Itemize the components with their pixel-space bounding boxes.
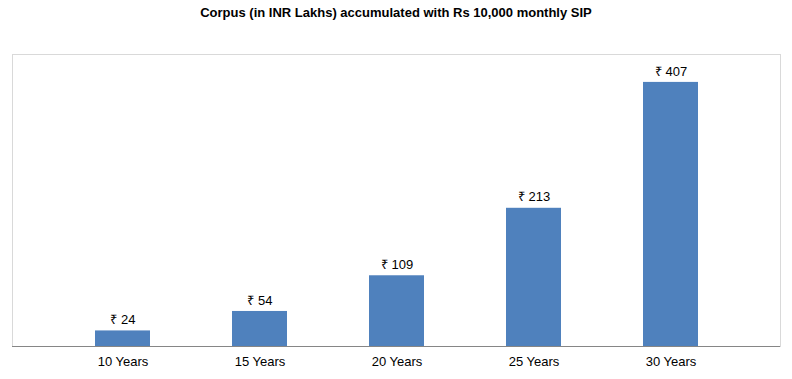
svg-text:25 Years: 25 Years: [509, 354, 560, 369]
svg-text:10 Years: 10 Years: [98, 354, 149, 369]
svg-text:30 Years: 30 Years: [646, 354, 697, 369]
svg-text:₹ 407: ₹ 407: [655, 64, 687, 79]
svg-text:₹ 24: ₹ 24: [110, 312, 135, 327]
svg-text:₹ 109: ₹ 109: [381, 257, 413, 272]
svg-text:20 Years: 20 Years: [372, 354, 423, 369]
svg-text:₹ 213: ₹ 213: [518, 189, 550, 204]
svg-text:15 Years: 15 Years: [235, 354, 286, 369]
svg-text:₹ 54: ₹ 54: [247, 293, 272, 308]
html-text:Corpus (in INR Lakhs) accumula: Corpus (in INR Lakhs) accumulated with R…: [200, 5, 592, 20]
